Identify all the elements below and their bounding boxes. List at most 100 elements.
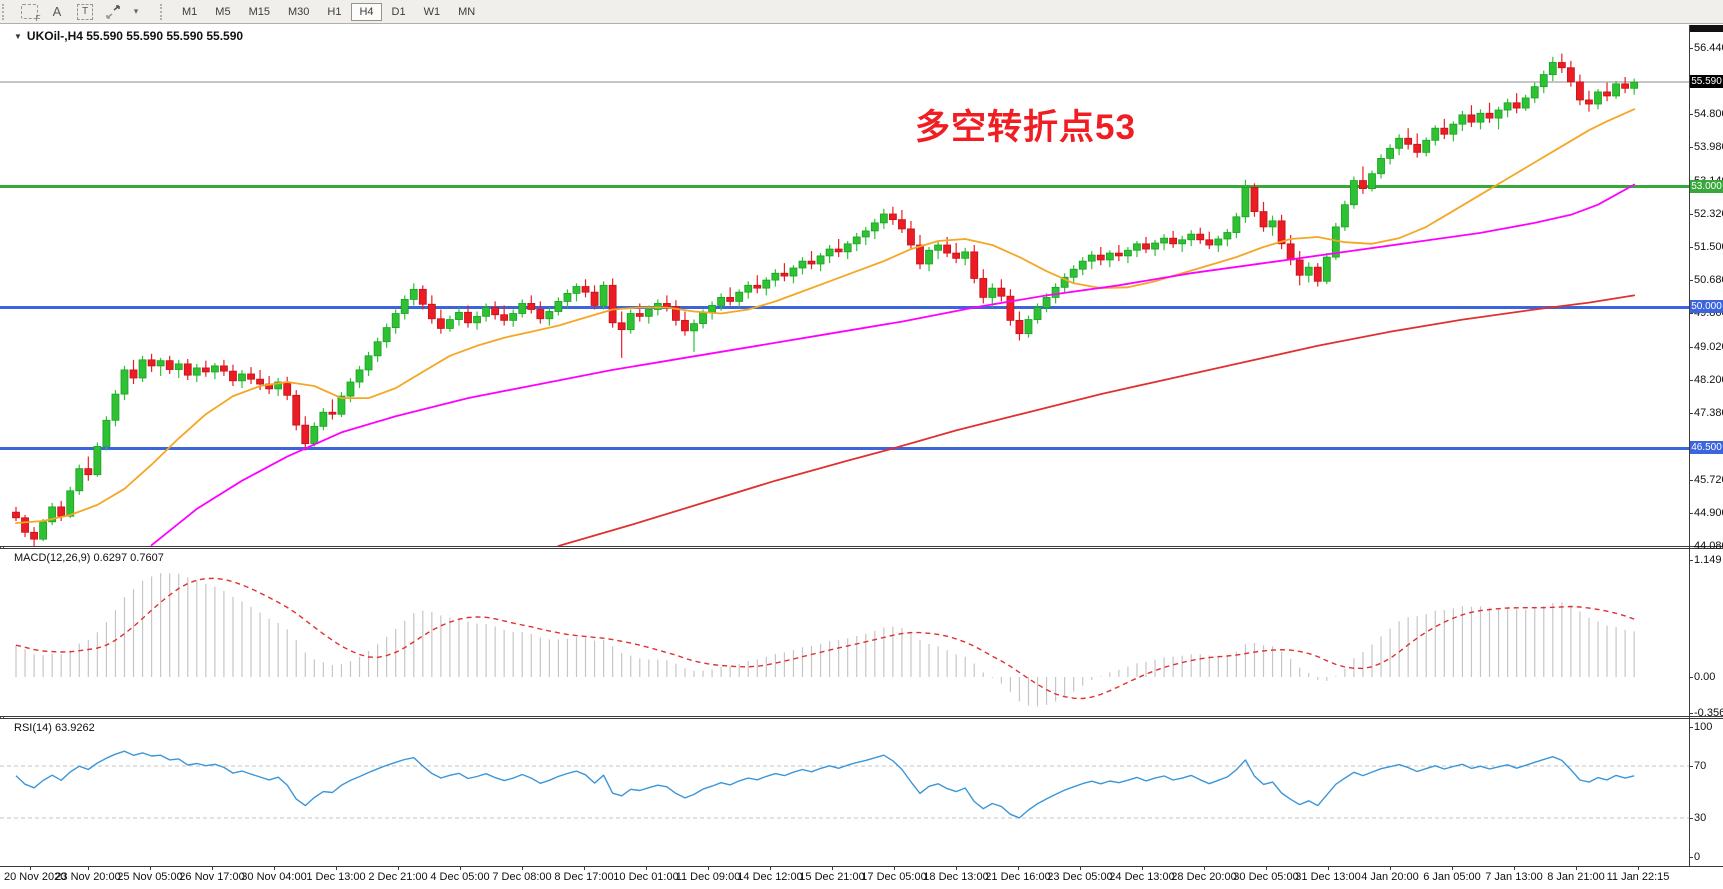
timeframe-button-MN[interactable]: MN xyxy=(450,3,483,21)
time-label: 4 Dec 05:00 xyxy=(430,871,490,883)
macd-label: 1.149 xyxy=(1694,554,1722,566)
chart-title: ▼ UKOil-,H4 55.590 55.590 55.590 55.590 xyxy=(14,29,243,43)
candle-body xyxy=(572,286,581,294)
timeframe-button-H4[interactable]: H4 xyxy=(351,2,382,21)
candle-body xyxy=(274,381,283,390)
dropdown-caret-icon[interactable]: ▾ xyxy=(133,6,139,16)
candle-body xyxy=(482,307,490,317)
candle-body xyxy=(382,327,391,343)
candle-body xyxy=(391,313,400,329)
candle-body xyxy=(1160,237,1168,244)
time-tick xyxy=(30,866,31,870)
candle-body xyxy=(1431,127,1440,141)
time-tick xyxy=(1514,866,1515,870)
price-label: 50.680 xyxy=(1694,274,1723,286)
candle-body xyxy=(491,307,500,316)
candle-body xyxy=(988,287,997,298)
candle-body xyxy=(1576,81,1584,101)
candle-body xyxy=(1187,233,1196,241)
price-label: 47.380 xyxy=(1694,407,1723,419)
price-label: 51.500 xyxy=(1694,241,1723,253)
time-label: 10 Dec 01:00 xyxy=(613,871,679,883)
price-tick xyxy=(1689,280,1693,281)
candle-body xyxy=(852,236,861,245)
candle-body xyxy=(536,309,545,320)
price-chart-panel[interactable] xyxy=(0,25,1689,546)
candle-body xyxy=(48,506,57,523)
candle-body xyxy=(979,278,988,298)
candle-body xyxy=(174,363,183,370)
timeframe-button-M1[interactable]: M1 xyxy=(174,3,205,21)
time-label: 8 Dec 17:00 xyxy=(554,871,614,883)
candle-body xyxy=(446,319,454,329)
rsi-label: 100 xyxy=(1694,721,1713,733)
candle-body xyxy=(1169,237,1178,245)
macd-histogram xyxy=(15,573,1635,707)
candle-body xyxy=(599,284,608,306)
time-label: 11 Dec 09:00 xyxy=(675,871,741,883)
time-tick xyxy=(1390,866,1391,870)
toolbar-grip-2[interactable] xyxy=(160,3,167,20)
panel-separator[interactable] xyxy=(0,546,1723,547)
text-cursor-icon[interactable]: A xyxy=(52,4,62,19)
time-label: 7 Dec 08:00 xyxy=(492,871,552,883)
time-tick xyxy=(336,866,337,870)
candle-body xyxy=(400,299,409,314)
time-label: 17 Dec 05:00 xyxy=(861,871,927,883)
axis-corner xyxy=(1690,25,1723,32)
timeframe-button-M30[interactable]: M30 xyxy=(280,3,317,21)
macd-indicator-panel[interactable] xyxy=(0,549,1689,716)
candle-body xyxy=(1359,180,1367,190)
collapse-icon[interactable]: ▼ xyxy=(14,32,22,41)
timeframe-button-D1[interactable]: D1 xyxy=(384,3,414,21)
macd-label: -0.3563 xyxy=(1694,707,1723,719)
timeframe-button-M15[interactable]: M15 xyxy=(241,3,278,21)
price-axis[interactable]: 56.44054.80053.98053.14052.32051.50050.6… xyxy=(1689,25,1723,866)
price-tick xyxy=(1689,513,1693,514)
candle-body xyxy=(726,297,735,302)
panel-separator[interactable] xyxy=(0,548,1723,549)
price-tick xyxy=(1689,114,1693,115)
candle-body xyxy=(708,305,716,313)
toolbar-grip[interactable] xyxy=(2,3,9,20)
candle-body xyxy=(102,419,111,447)
candle-body xyxy=(1368,173,1376,190)
chart-annotation[interactable]: 多空转折点53 xyxy=(915,108,1136,147)
candle-body xyxy=(617,322,626,331)
time-tick xyxy=(1080,866,1081,870)
candle-body xyxy=(527,303,536,310)
time-label: 1 Dec 13:00 xyxy=(306,871,366,883)
candle-body xyxy=(870,222,879,232)
toolbar: F A T ▾ M1 M5 M15 M30 H1 H4 D1 W1 MN xyxy=(0,0,1723,24)
time-tick xyxy=(274,866,275,870)
candle-body xyxy=(247,373,255,380)
candle-body xyxy=(789,267,798,277)
timeframe-button-W1[interactable]: W1 xyxy=(416,3,449,21)
rsi-indicator-panel[interactable] xyxy=(0,719,1689,866)
price-label: 54.800 xyxy=(1694,108,1723,120)
price-axis-line xyxy=(1689,25,1690,866)
panel-separator[interactable] xyxy=(0,716,1723,717)
candle-body xyxy=(1241,187,1250,218)
timeframe-button-H1[interactable]: H1 xyxy=(319,3,349,21)
candle-body xyxy=(1178,239,1187,245)
candle-body xyxy=(373,341,382,357)
candle-body xyxy=(1350,180,1358,206)
candle-body xyxy=(1078,260,1087,270)
arrow-tools-icon[interactable] xyxy=(102,2,124,22)
panel-separator[interactable] xyxy=(0,718,1723,719)
candle-body xyxy=(1313,266,1322,282)
candle-body xyxy=(1033,307,1042,320)
candle-body xyxy=(1133,243,1141,251)
timeframe-button-M5[interactable]: M5 xyxy=(207,3,238,21)
candle-body xyxy=(1214,238,1223,246)
time-tick xyxy=(398,866,399,870)
candle-body xyxy=(427,303,436,320)
candle-body xyxy=(1087,254,1096,262)
dotted-frame-f-icon[interactable]: F xyxy=(18,2,41,23)
candle-body xyxy=(907,228,915,246)
candle-body xyxy=(30,531,38,540)
candle-body xyxy=(1630,81,1639,89)
text-label-icon[interactable]: T xyxy=(74,2,96,22)
time-axis[interactable]: 20 Nov 2020 23 Nov 20:00 25 Nov 05:00 26 No… xyxy=(0,866,1723,889)
